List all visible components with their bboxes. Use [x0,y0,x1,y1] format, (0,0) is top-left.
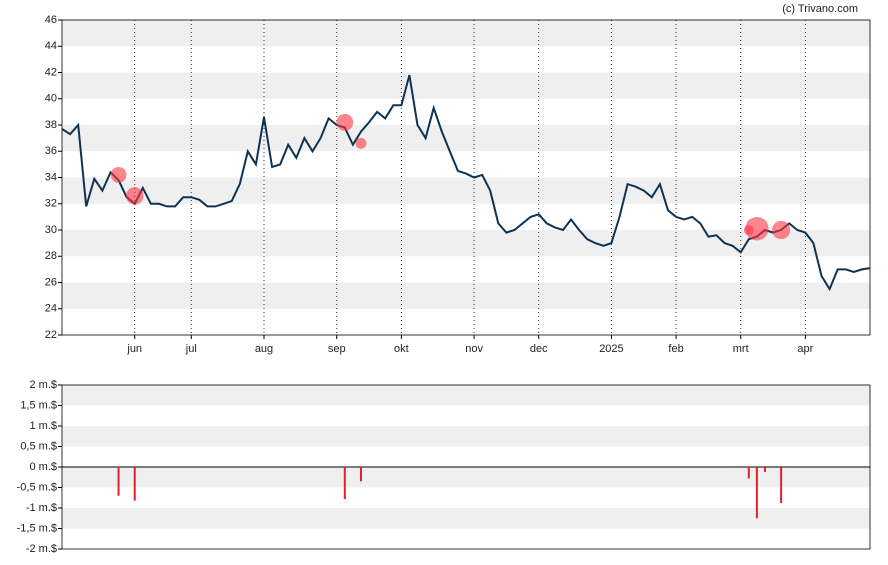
grid-band [62,125,870,152]
y-tick-label: -1,5 m.$ [17,522,57,534]
y-tick-label: 46 [45,14,57,26]
trade-marker [745,216,769,241]
x-tick-label: dec [530,343,548,355]
bar [343,467,346,499]
x-tick-label: mrt [733,343,749,355]
y-tick-label: 32 [45,198,57,210]
bar [747,467,750,479]
y-tick-label: 34 [45,171,57,183]
x-tick-label: apr [797,343,813,355]
grid-band [62,20,870,47]
x-tick-label: jun [126,343,142,355]
grid-band [62,426,870,447]
y-tick-label: 2 m.$ [29,379,57,391]
y-tick-label: 40 [45,93,57,105]
y-tick-label: 1,5 m.$ [20,399,57,411]
y-tick-label: -0,5 m.$ [17,481,57,493]
x-tick-label: sep [328,343,346,355]
y-tick-label: 30 [45,224,57,236]
trade-marker [355,137,367,149]
y-tick-label: 0,5 m.$ [20,440,57,452]
grid-band [62,72,870,99]
bar [359,467,362,482]
plot-frame [61,19,871,336]
trade-marker [110,166,127,183]
y-tick-label: 44 [45,40,57,52]
y-tick-label: 28 [45,250,57,262]
trade-marker [336,113,354,131]
grid-band [62,508,870,529]
y-tick-label: 38 [45,119,57,131]
grid-band [62,467,870,488]
price-line [61,74,871,292]
grid-band [62,230,870,257]
bar [780,467,783,504]
y-tick-label: -2 m.$ [26,543,57,555]
grid-band [62,177,870,204]
y-tick-label: 0 m.$ [29,461,57,473]
x-tick-label: aug [255,343,273,355]
x-tick-label: feb [668,343,683,355]
bar [133,467,136,501]
x-tick-label: okt [394,343,409,355]
trade-marker [771,220,791,240]
y-tick-label: 26 [45,276,57,288]
trade-marker [125,187,144,205]
x-tick-label: 2025 [599,343,623,355]
y-tick-label: 22 [45,329,57,341]
credit: (c) Trivano.com [782,3,858,15]
bar [755,467,758,519]
x-tick-label: nov [465,343,483,355]
y-tick-label: 36 [45,145,57,157]
x-tick-label: jul [185,343,197,355]
grid-band [62,282,870,309]
bar [763,467,766,472]
y-tick-label: 24 [45,303,57,315]
y-tick-label: 42 [45,66,57,78]
y-tick-label: 1 m.$ [29,420,57,432]
bar [117,467,120,496]
grid-band [62,385,870,406]
y-tick-label: -1 m.$ [26,502,57,514]
